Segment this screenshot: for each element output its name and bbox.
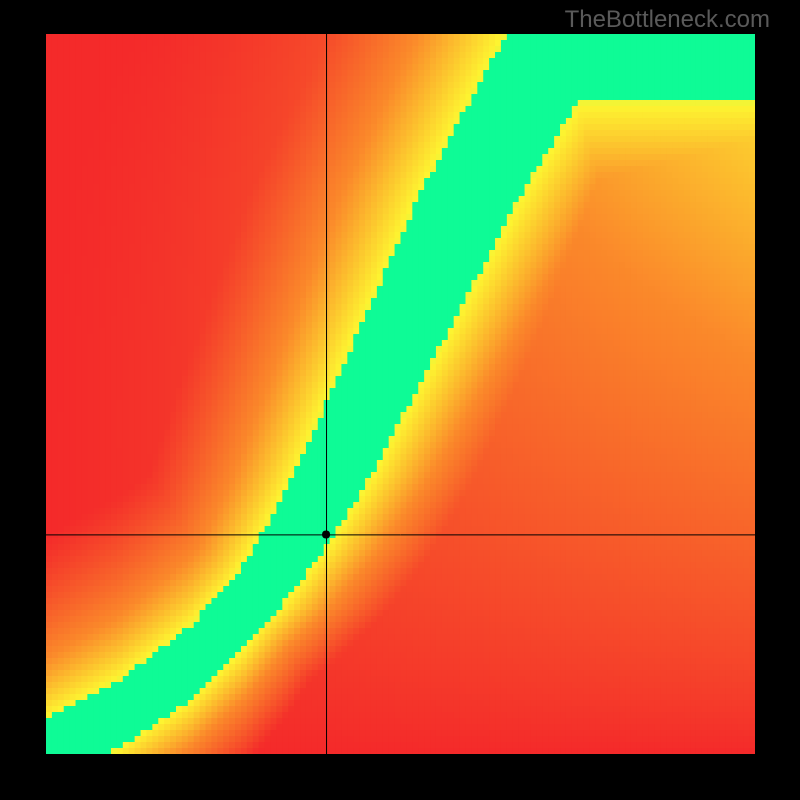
watermark-text: TheBottleneck.com: [565, 6, 770, 34]
bottleneck-heatmap: [46, 34, 755, 754]
chart-container: TheBottleneck.com: [0, 0, 800, 800]
